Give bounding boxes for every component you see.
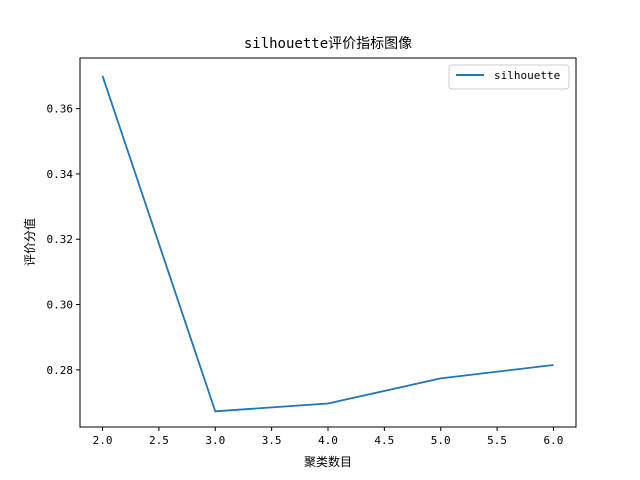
x-tick-label: 6.0 [544, 434, 564, 447]
y-tick-label: 0.34 [47, 168, 74, 181]
y-tick-label: 0.30 [47, 299, 74, 312]
x-tick-label: 2.0 [93, 434, 113, 447]
series-line-silhouette [101, 75, 554, 413]
x-tick-label: 3.5 [262, 434, 282, 447]
x-tick-label: 2.5 [149, 434, 169, 447]
chart-title: silhouette评价指标图像 [244, 36, 412, 52]
y-axis-label: 评价分值 [22, 218, 37, 266]
x-tick-label: 4.5 [374, 434, 394, 447]
x-axis-label: 聚类数目 [304, 454, 352, 469]
legend-box [448, 64, 570, 90]
x-axis: 2.0 2.5 3.0 3.5 4.0 4.5 5.0 5.5 6.0 [93, 427, 564, 447]
x-tick-label: 5.0 [431, 434, 451, 447]
y-tick-label: 0.28 [47, 364, 74, 377]
legend-label-silhouette: silhouette [494, 69, 560, 82]
legend: silhouette [448, 64, 570, 90]
y-tick-label: 0.36 [47, 103, 74, 116]
y-axis: 0.28 0.30 0.32 0.34 0.36 [47, 103, 80, 377]
x-tick-label: 3.0 [205, 434, 225, 447]
series-group [101, 75, 554, 413]
x-tick-label: 4.0 [318, 434, 338, 447]
x-tick-label: 5.5 [487, 434, 507, 447]
y-tick-label: 0.32 [47, 233, 74, 246]
